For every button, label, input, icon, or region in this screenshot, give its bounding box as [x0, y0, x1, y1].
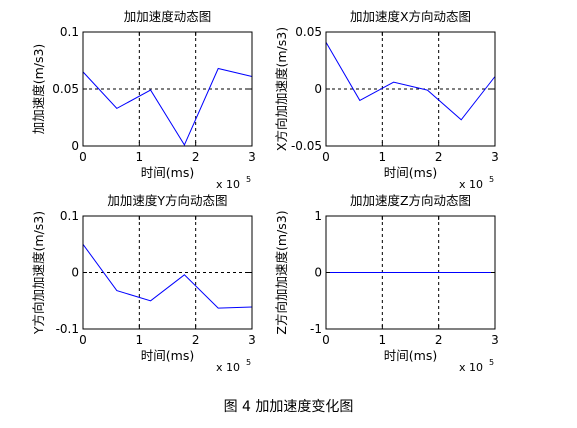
x-axis-multiplier: x 10 — [216, 361, 240, 374]
x-tick-label: 1 — [379, 150, 387, 164]
y-tick-label: -0.05 — [291, 139, 322, 153]
y-tick-label: 0.05 — [52, 82, 79, 96]
figure-caption: 图 4 加加速度变化图 — [223, 399, 354, 415]
y-tick-label: 0 — [71, 139, 79, 153]
x-tick-label: 3 — [491, 150, 499, 164]
y-axis-label: Y方向加加速度(m/s3) — [31, 211, 46, 335]
x-axis-label: 时间(ms) — [141, 165, 194, 180]
x-axis-exponent: 5 — [246, 358, 251, 367]
y-tick-label: -1 — [310, 322, 322, 336]
x-axis-exponent: 5 — [246, 175, 251, 184]
x-tick-label: 2 — [192, 333, 200, 347]
x-tick-label: 3 — [248, 150, 256, 164]
series-line — [82, 67, 253, 146]
y-tick-label: -0.1 — [56, 322, 79, 336]
x-tick-label: 2 — [435, 333, 443, 347]
x-axis-exponent: 5 — [489, 175, 494, 184]
x-axis-multiplier: x 10 — [459, 361, 483, 374]
chart-title: 加加速度X方向动态图 — [350, 9, 471, 24]
x-tick-label: 0 — [79, 150, 87, 164]
x-tick-label: 0 — [322, 333, 330, 347]
x-axis-multiplier: x 10 — [459, 178, 483, 191]
y-tick-label: 0.05 — [295, 25, 322, 39]
chart-title: 加加速度Z方向动态图 — [350, 193, 471, 208]
x-axis-label: 时间(ms) — [141, 348, 194, 363]
x-tick-label: 2 — [435, 150, 443, 164]
y-axis-label: 加加速度(m/s3) — [31, 44, 46, 135]
y-tick-label: 0 — [314, 82, 322, 96]
x-axis-label: 时间(ms) — [384, 348, 437, 363]
x-tick-label: 1 — [136, 150, 144, 164]
x-tick-label: 1 — [136, 333, 144, 347]
y-tick-label: 0.1 — [60, 25, 79, 39]
x-tick-label: 0 — [322, 150, 330, 164]
y-axis-label: X方向加加速度(m/s3) — [274, 27, 289, 151]
x-tick-label: 0 — [79, 333, 87, 347]
y-tick-label: 0.1 — [60, 209, 79, 223]
x-axis-multiplier: x 10 — [216, 178, 240, 191]
x-tick-label: 3 — [491, 333, 499, 347]
series-line — [82, 244, 253, 309]
chart-title: 加加速度动态图 — [124, 9, 212, 24]
y-tick-label: 0 — [71, 266, 79, 280]
y-tick-label: 1 — [314, 209, 322, 223]
x-tick-label: 1 — [379, 333, 387, 347]
x-tick-label: 3 — [248, 333, 256, 347]
y-tick-label: 0 — [314, 266, 322, 280]
y-axis-label: Z方向加加速度(m/s3) — [274, 210, 289, 334]
x-axis-exponent: 5 — [489, 358, 494, 367]
x-tick-label: 2 — [192, 150, 200, 164]
x-axis-label: 时间(ms) — [384, 165, 437, 180]
chart-title: 加加速度Y方向动态图 — [107, 193, 227, 208]
series-line — [325, 42, 496, 121]
